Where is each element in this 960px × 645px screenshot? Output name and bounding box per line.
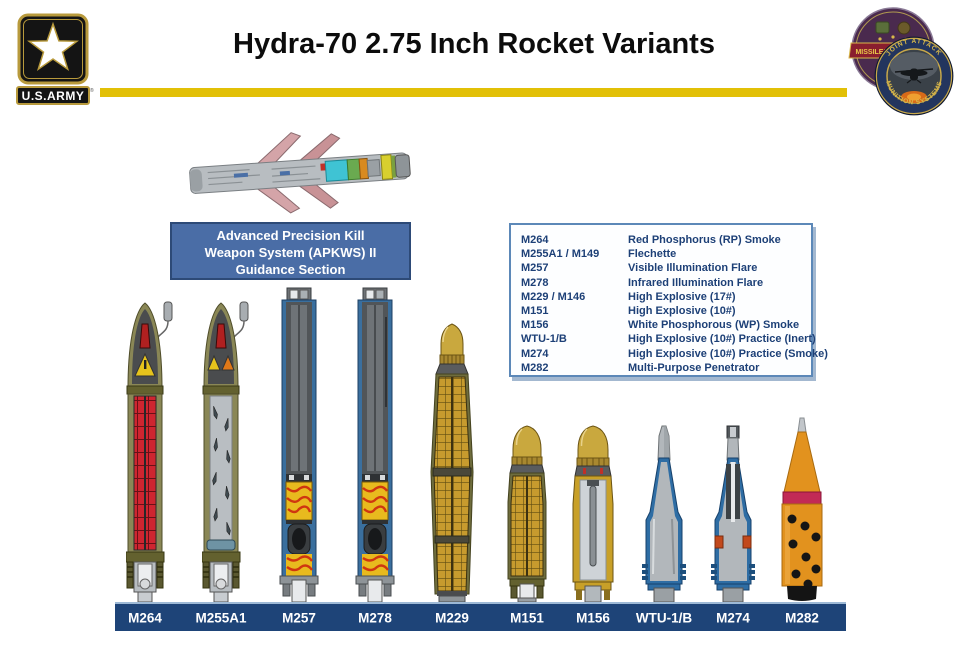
rocket-m282-illustration <box>781 417 823 601</box>
legend-model: M255A1 / M149 <box>521 248 600 261</box>
rocket-label-wtu1b: WTU-1/B <box>635 610 693 625</box>
legend-model: M282 <box>521 361 549 374</box>
legend-description: Visible Illumination Flare <box>628 262 758 275</box>
legend-row: M229 / M146 High Explosive (17#) <box>521 290 807 304</box>
legend-model: M278 <box>521 276 549 289</box>
legend-model: M257 <box>521 262 549 275</box>
legend-description: Infrared Illumination Flare <box>628 276 764 289</box>
rocket-label-bar: M264 M255A1 M257 M278 M229 M151 M156 WTU… <box>115 602 846 631</box>
rocket-m257-illustration <box>279 287 319 602</box>
legend-model: M156 <box>521 319 549 332</box>
flechette-darts <box>212 406 231 536</box>
legend-description: High Explosive (10#) Practice (Smoke) <box>628 347 828 360</box>
jams-badge-icon: JOINT ATTACK MUNITION SYSTEMS <box>874 36 954 116</box>
legend-description: Flechette <box>628 248 677 261</box>
legend-row: M156 White Phosphorous (WP) Smoke <box>521 318 807 332</box>
legend-model: M229 / M146 <box>521 290 586 303</box>
apkws-callout-box: Advanced Precision Kill Weapon System (A… <box>170 222 411 280</box>
apkws-guidance-section-image <box>189 132 411 214</box>
page-title: Hydra-70 2.75 Inch Rocket Variants <box>233 28 715 60</box>
title-underline <box>100 88 847 97</box>
rocket-label-m156: M156 <box>576 610 610 625</box>
legend-model: M264 <box>521 234 549 246</box>
rocket-m264-illustration <box>126 301 173 602</box>
base-ribs <box>711 564 755 580</box>
legend-description: Red Phosphorus (RP) Smoke <box>628 234 781 246</box>
apkws-callout-line2: Weapon System (APKWS) II <box>204 245 377 260</box>
legend-row: M278 Infrared Illumination Flare <box>521 276 807 290</box>
variant-legend-box: M264 Red Phosphorus (RP) Smoke M255A1 / M… <box>509 223 828 377</box>
rocket-label-m151: M151 <box>510 610 544 625</box>
legend-model: M274 <box>521 347 549 360</box>
us-army-logo-icon: U.S.ARMY ® <box>16 13 94 105</box>
rocket-label-m257: M257 <box>282 610 316 625</box>
unit-badges: MISSILES AND SPACE <box>848 7 954 116</box>
rocket-m274-illustration <box>711 425 755 602</box>
apkws-callout-line1: Advanced Precision Kill <box>216 228 365 243</box>
legend-row: M264 Red Phosphorus (RP) Smoke <box>521 233 807 247</box>
rocket-label-m264: M264 <box>128 610 162 625</box>
army-star-icon <box>27 21 79 72</box>
rocket-m255a1-illustration <box>202 301 249 602</box>
us-army-logo-text: U.S.ARMY <box>22 89 85 103</box>
rocket-label-m255a1: M255A1 <box>195 610 247 625</box>
rocket-label-m229: M229 <box>435 610 469 625</box>
fuze-antenna-icon <box>239 301 249 322</box>
warhead-dots <box>787 514 821 589</box>
legend-row: M257 Visible Illumination Flare <box>521 261 807 275</box>
rocket-m151-illustration <box>507 425 547 602</box>
legend-row: WTU-1/B High Explosive (10#) Practice (In… <box>521 332 816 346</box>
registered-mark: ® <box>90 87 94 94</box>
legend-description: High Explosive (17#) <box>628 290 736 303</box>
helicopter-icon <box>894 68 934 84</box>
legend-description: Multi-Purpose Penetrator <box>628 361 760 374</box>
rocket-label-m274: M274 <box>716 610 750 625</box>
legend-row: M274 High Explosive (10#) Practice (Smoke… <box>521 347 828 361</box>
legend-description: White Phosphorous (WP) Smoke <box>628 319 800 332</box>
rocket-label-m282: M282 <box>785 610 819 625</box>
rocket-wtu1b-illustration <box>642 425 686 602</box>
rocket-m156-illustration <box>572 425 614 602</box>
base-ribs <box>642 564 686 580</box>
fuze-antenna-icon <box>163 301 173 322</box>
legend-model: M151 <box>521 305 549 318</box>
rocket-m278-illustration <box>355 287 395 602</box>
legend-description: High Explosive (10#) Practice (Inert) <box>628 333 816 346</box>
legend-description: High Explosive (10#) <box>628 305 736 318</box>
legend-row: M151 High Explosive (10#) <box>521 304 807 318</box>
legend-row: M255A1 / M149 Flechette <box>521 247 807 261</box>
legend-row: M282 Multi-Purpose Penetrator <box>521 361 807 375</box>
rocket-label-m278: M278 <box>358 610 392 625</box>
legend-model: WTU-1/B <box>521 333 567 346</box>
apkws-callout-line3: Guidance Section <box>235 262 346 277</box>
rocket-m229-illustration <box>430 323 474 602</box>
